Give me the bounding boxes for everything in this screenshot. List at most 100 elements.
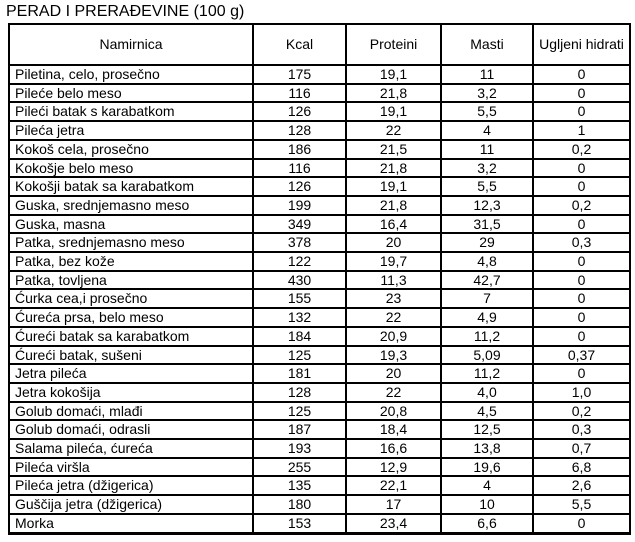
value-cell: 0 [532, 363, 631, 384]
value-cell: 1 [532, 120, 631, 141]
value-cell: 7 [440, 288, 534, 310]
food-name-cell: Morka [8, 512, 254, 535]
table-row: Kokošji batak sa karabatkom 126 19,1 5,5 0 [8, 176, 631, 197]
value-cell: 5,5 [440, 101, 534, 123]
food-name-cell: Golub domaći, mlađi [8, 400, 254, 422]
value-cell: 0 [532, 213, 631, 235]
table-row: Jetra kokošija 128 22 4,0 1,0 [8, 381, 631, 403]
value-cell: 155 [252, 288, 347, 310]
value-cell: 0 [532, 288, 631, 310]
value-cell: 21,5 [345, 138, 442, 160]
table-row: Ćureći batak sa karabatkom 184 20,9 11,2 0 [8, 325, 631, 347]
table-row: Patka, srednjemasno meso 378 20 29 0,3 [8, 232, 631, 254]
value-cell: 0,3 [532, 232, 631, 254]
value-cell: 0,2 [532, 400, 631, 422]
food-name-cell: Kokošji batak sa karabatkom [8, 176, 254, 197]
food-name-cell: Patka, tovljena [8, 269, 254, 291]
value-cell: 126 [252, 101, 347, 123]
value-cell: 2,6 [532, 475, 631, 497]
value-cell: 19,6 [440, 456, 534, 478]
value-cell: 6,6 [440, 512, 534, 535]
table-row: Pileće belo meso 116 21,8 3,2 0 [8, 82, 631, 104]
value-cell: 22 [345, 120, 442, 141]
value-cell: 187 [252, 419, 347, 441]
value-cell: 3,2 [440, 157, 534, 179]
value-cell: 175 [252, 64, 347, 85]
food-name-cell: Guska, srednjemasno meso [8, 194, 254, 216]
value-cell: 4,0 [440, 381, 534, 403]
value-cell: 128 [252, 120, 347, 141]
value-cell: 22 [345, 381, 442, 403]
value-cell: 13,8 [440, 438, 534, 459]
table-row: Pileća jetra 128 22 4 1 [8, 120, 631, 141]
value-cell: 23 [345, 288, 442, 310]
value-cell: 11,3 [345, 269, 442, 291]
food-name-cell: Ćureći batak sa karabatkom [8, 325, 254, 347]
value-cell: 180 [252, 494, 347, 515]
value-cell: 378 [252, 232, 347, 254]
column-header-proteini: Proteini [345, 23, 442, 66]
value-cell: 349 [252, 213, 347, 235]
value-cell: 23,4 [345, 512, 442, 535]
value-cell: 20 [345, 232, 442, 254]
value-cell: 5,09 [440, 344, 534, 366]
table-row: Pileća jetra (džigerica) 135 22,1 4 2,6 [8, 475, 631, 497]
value-cell: 11 [440, 138, 534, 160]
food-name-cell: Jetra pileća [8, 363, 254, 384]
value-cell: 0 [532, 307, 631, 328]
food-name-cell: Pileće belo meso [8, 82, 254, 104]
value-cell: 153 [252, 512, 347, 535]
value-cell: 4,5 [440, 400, 534, 422]
page-title: PERAD I PRERAĐEVINE (100 g) [6, 3, 245, 20]
table-row: Guščija jetra (džigerica) 180 17 10 5,5 [8, 494, 631, 515]
value-cell: 19,3 [345, 344, 442, 366]
value-cell: 181 [252, 363, 347, 384]
food-name-cell: Salama pileća, ćureća [8, 438, 254, 459]
value-cell: 128 [252, 381, 347, 403]
value-cell: 11 [440, 64, 534, 85]
table-body: Piletina, celo, prosečno 175 19,1 11 0 Pileće… [8, 64, 631, 535]
value-cell: 126 [252, 176, 347, 197]
value-cell: 0 [532, 64, 631, 85]
value-cell: 5,5 [440, 176, 534, 197]
table-row: Kokoš cela, prosečno 186 21,5 11 0,2 [8, 138, 631, 160]
food-name-cell: Patka, srednjemasno meso [8, 232, 254, 254]
value-cell: 12,9 [345, 456, 442, 478]
table-row: Patka, tovljena 430 11,3 42,7 0 [8, 269, 631, 291]
value-cell: 29 [440, 232, 534, 254]
nutrition-table: Namirnica Kcal Proteini Masti Ugljeni hi… [8, 23, 631, 535]
table-row: Golub domaći, odrasli 187 18,4 12,5 0,3 [8, 419, 631, 441]
value-cell: 5,5 [532, 494, 631, 515]
value-cell: 0,2 [532, 194, 631, 216]
value-cell: 22,1 [345, 475, 442, 497]
value-cell: 135 [252, 475, 347, 497]
value-cell: 11,2 [440, 363, 534, 384]
value-cell: 122 [252, 251, 347, 272]
table-row: Pileća viršla 255 12,9 19,6 6,8 [8, 456, 631, 478]
table-row: Salama pileća, ćureća 193 16,6 13,8 0,7 [8, 438, 631, 459]
value-cell: 19,1 [345, 64, 442, 85]
value-cell: 1,0 [532, 381, 631, 403]
value-cell: 4,8 [440, 251, 534, 272]
value-cell: 20,8 [345, 400, 442, 422]
value-cell: 0,7 [532, 438, 631, 459]
value-cell: 12,5 [440, 419, 534, 441]
column-header-ugljeni-hidrati: Ugljeni hidrati [532, 23, 631, 66]
food-name-cell: Ćureći batak, sušeni [8, 344, 254, 366]
column-header-kcal: Kcal [252, 23, 347, 66]
value-cell: 0,3 [532, 419, 631, 441]
value-cell: 125 [252, 344, 347, 366]
value-cell: 11,2 [440, 325, 534, 347]
value-cell: 0 [532, 157, 631, 179]
column-header-namirnica: Namirnica [8, 23, 254, 66]
value-cell: 184 [252, 325, 347, 347]
value-cell: 21,8 [345, 194, 442, 216]
value-cell: 4,9 [440, 307, 534, 328]
value-cell: 0,2 [532, 138, 631, 160]
value-cell: 0 [532, 251, 631, 272]
value-cell: 42,7 [440, 269, 534, 291]
food-name-cell: Ćureća prsa, belo meso [8, 307, 254, 328]
value-cell: 4 [440, 120, 534, 141]
value-cell: 430 [252, 269, 347, 291]
